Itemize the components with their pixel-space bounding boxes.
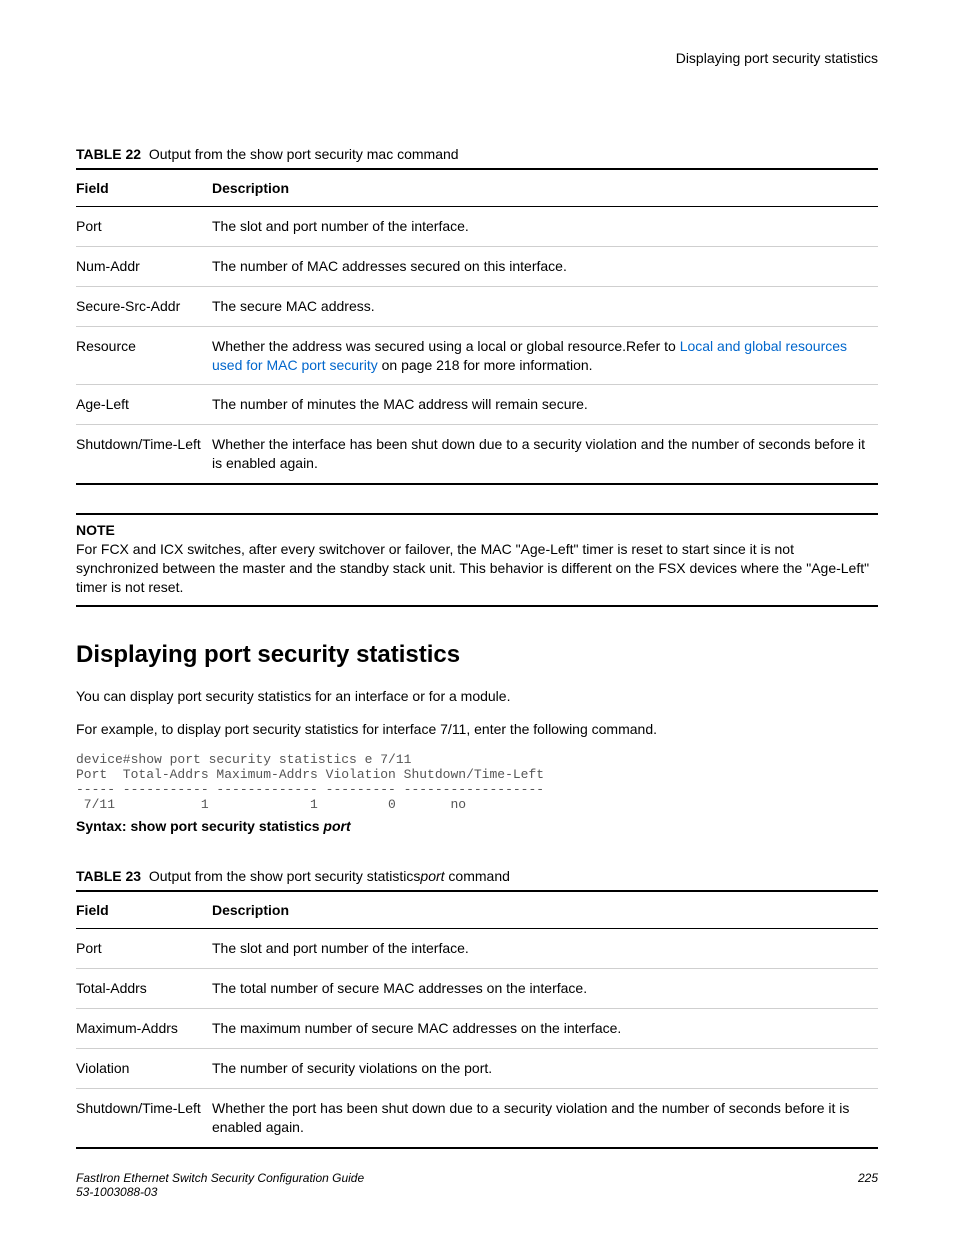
t22-desc-text: The slot and port number of the interfac…	[212, 218, 469, 234]
table23-caption-post: command	[445, 868, 510, 884]
table-row: Total-Addrs The total number of secure M…	[76, 969, 878, 1009]
paragraph-1: You can display port security statistics…	[76, 687, 878, 706]
t23-field: Total-Addrs	[76, 969, 212, 1009]
table22-head-desc: Description	[212, 169, 878, 207]
note-text: For FCX and ICX switches, after every sw…	[76, 541, 869, 595]
table-row: Resource Whether the address was secured…	[76, 326, 878, 385]
t22-field: Age-Left	[76, 385, 212, 425]
paragraph-2: For example, to display port security st…	[76, 720, 878, 739]
t22-field: Num-Addr	[76, 246, 212, 286]
table23-caption-pre: Output from the show port security stati…	[149, 868, 421, 884]
t22-desc-text: The secure MAC address.	[212, 298, 375, 314]
table22-head-field: Field	[76, 169, 212, 207]
table22: Field Description Port The slot and port…	[76, 168, 878, 485]
page-footer: 225 FastIron Ethernet Switch Security Co…	[76, 1171, 878, 1199]
table23: Field Description Port The slot and port…	[76, 890, 878, 1148]
t23-desc: The maximum number of secure MAC address…	[212, 1009, 878, 1049]
t22-desc: The slot and port number of the interfac…	[212, 207, 878, 247]
table23-head-field: Field	[76, 891, 212, 929]
t22-desc-text: Whether the interface has been shut down…	[212, 436, 865, 471]
table-row: Port The slot and port number of the int…	[76, 929, 878, 969]
terminal-output: device#show port security statistics e 7…	[76, 752, 878, 812]
t23-field: Shutdown/Time-Left	[76, 1089, 212, 1148]
table22-label: TABLE 22	[76, 146, 141, 162]
syntax-prefix: Syntax: show port security statistics	[76, 818, 320, 834]
t22-field: Shutdown/Time-Left	[76, 425, 212, 484]
table-row: Shutdown/Time-Left Whether the interface…	[76, 425, 878, 484]
table-row: Maximum-Addrs The maximum number of secu…	[76, 1009, 878, 1049]
t22-field: Port	[76, 207, 212, 247]
t23-field: Port	[76, 929, 212, 969]
t22-desc: The secure MAC address.	[212, 286, 878, 326]
table-row: Secure-Src-Addr The secure MAC address.	[76, 286, 878, 326]
footer-partno: 53-1003088-03	[76, 1185, 157, 1199]
t22-desc: Whether the address was secured using a …	[212, 326, 878, 385]
syntax-arg: port	[323, 818, 350, 834]
t23-desc: Whether the port has been shut down due …	[212, 1089, 878, 1148]
t23-field: Violation	[76, 1049, 212, 1089]
note-label: NOTE	[76, 521, 878, 540]
t22-desc-text: Whether the address was secured using a …	[212, 338, 680, 354]
table23-caption-ital: port	[420, 868, 444, 884]
table-row: Age-Left The number of minutes the MAC a…	[76, 385, 878, 425]
t23-desc: The slot and port number of the interfac…	[212, 929, 878, 969]
table-row: Num-Addr The number of MAC addresses sec…	[76, 246, 878, 286]
table22-caption: TABLE 22 Output from the show port secur…	[76, 146, 878, 162]
page: Displaying port security statistics TABL…	[0, 0, 954, 1235]
t22-desc: The number of minutes the MAC address wi…	[212, 385, 878, 425]
footer-book: FastIron Ethernet Switch Security Config…	[76, 1171, 364, 1185]
t22-desc-text: The number of MAC addresses secured on t…	[212, 258, 567, 274]
table-row: Port The slot and port number of the int…	[76, 207, 878, 247]
t22-desc: Whether the interface has been shut down…	[212, 425, 878, 484]
t22-desc: The number of MAC addresses secured on t…	[212, 246, 878, 286]
table23-caption: TABLE 23 Output from the show port secur…	[76, 868, 878, 884]
t22-desc-text: The number of minutes the MAC address wi…	[212, 396, 588, 412]
table22-caption-text: Output from the show port security mac c…	[149, 146, 459, 162]
t22-field: Resource	[76, 326, 212, 385]
table23-label: TABLE 23	[76, 868, 141, 884]
t23-desc: The total number of secure MAC addresses…	[212, 969, 878, 1009]
table23-head-desc: Description	[212, 891, 878, 929]
t22-desc-after: on page 218 for more information.	[378, 357, 593, 373]
table-row: Shutdown/Time-Left Whether the port has …	[76, 1089, 878, 1148]
section-title: Displaying port security statistics	[76, 641, 878, 669]
t22-field: Secure-Src-Addr	[76, 286, 212, 326]
t23-desc: The number of security violations on the…	[212, 1049, 878, 1089]
table-row: Violation The number of security violati…	[76, 1049, 878, 1089]
syntax-line: Syntax: show port security statistics po…	[76, 818, 878, 834]
page-number: 225	[858, 1171, 878, 1185]
t23-field: Maximum-Addrs	[76, 1009, 212, 1049]
running-header: Displaying port security statistics	[76, 50, 878, 66]
note-block: NOTE For FCX and ICX switches, after eve…	[76, 513, 878, 607]
